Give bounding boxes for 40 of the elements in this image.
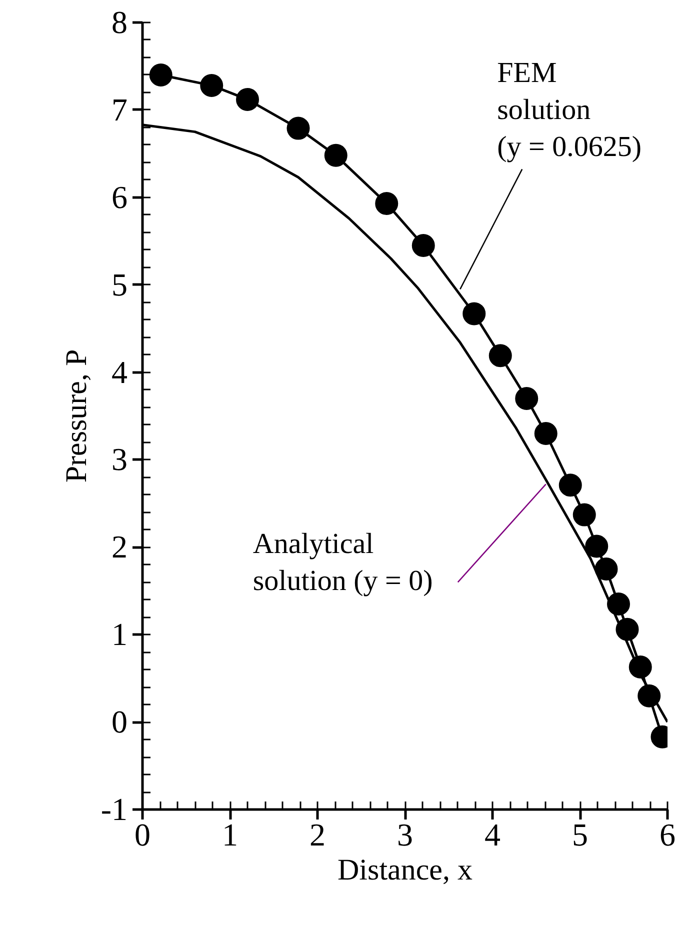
point (462, 302, 486, 326)
point (324, 144, 348, 167)
y-axis-title: Pressure, P (60, 349, 93, 483)
point (149, 63, 172, 86)
y-tick-label: 6 (112, 178, 128, 215)
point (200, 74, 224, 97)
point (236, 88, 259, 111)
point (488, 344, 512, 368)
point (638, 684, 661, 708)
y-tick-label: 5 (112, 266, 128, 302)
y-tick-label: -1 (100, 791, 128, 827)
y-tick-label: 0 (112, 704, 128, 740)
point (375, 192, 398, 215)
point (628, 655, 652, 678)
point (558, 474, 582, 497)
x-tick-label: 6 (660, 816, 676, 852)
y-tick-label: 1 (112, 616, 128, 652)
y-tick-label: 8 (112, 4, 128, 40)
y-tick-label: 2 (112, 528, 128, 565)
x-tick-label: 1 (222, 816, 238, 852)
point (534, 422, 558, 445)
annotation: Analytical solution (y = 0) (252, 528, 433, 598)
point (286, 116, 310, 140)
y-tick-label: 3 (112, 441, 128, 478)
y-tick-label: 4 (112, 354, 128, 390)
annotation: FEM solution (y = 0.0625) (497, 57, 642, 163)
point (572, 503, 596, 526)
y-tick-label: 7 (112, 91, 128, 128)
point (607, 592, 630, 616)
x-tick-label: 4 (484, 816, 500, 852)
x-tick-label: 5 (572, 816, 588, 852)
point (594, 558, 618, 581)
x-axis-title: Distance, x (338, 854, 472, 886)
point (616, 618, 639, 641)
x-tick-label: 0 (134, 816, 150, 852)
point (515, 387, 538, 410)
x-tick-label: 2 (310, 816, 326, 852)
x-tick-label: 3 (397, 816, 413, 852)
point (412, 234, 435, 257)
point (585, 534, 608, 558)
